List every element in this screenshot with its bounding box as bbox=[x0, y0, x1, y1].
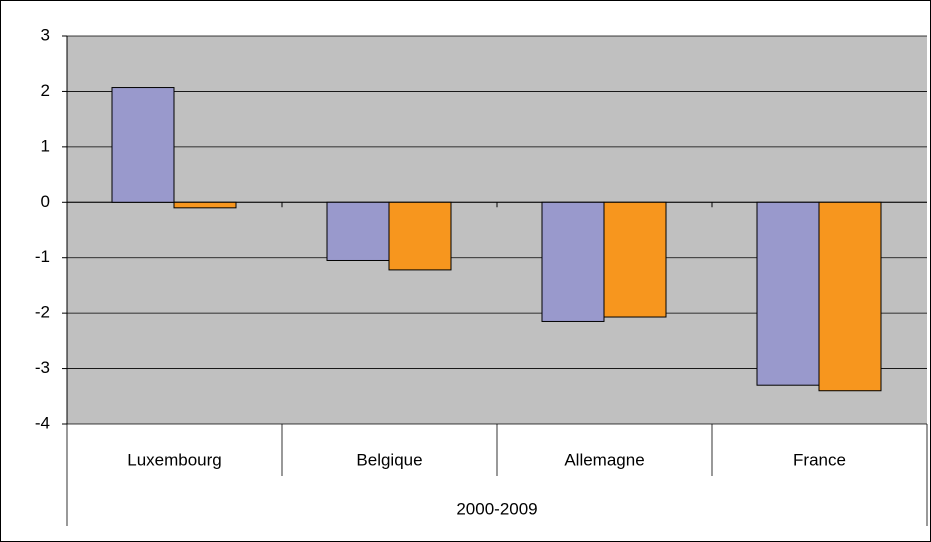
y-tick-label: -3 bbox=[35, 358, 50, 377]
y-tick-label: 3 bbox=[41, 25, 50, 44]
x-tick-label: Belgique bbox=[356, 450, 422, 469]
y-tick-label: 1 bbox=[41, 136, 50, 155]
y-tick-label: 0 bbox=[41, 192, 50, 211]
y-tick-label: -4 bbox=[35, 413, 50, 432]
bar bbox=[818, 201, 882, 392]
bar bbox=[541, 201, 605, 322]
bar bbox=[173, 201, 237, 209]
y-tick-label: 2 bbox=[41, 81, 50, 100]
group-label: 2000-2009 bbox=[456, 499, 537, 518]
bar bbox=[111, 87, 175, 203]
bar bbox=[603, 201, 667, 318]
bar bbox=[326, 201, 390, 261]
y-tick-label: -1 bbox=[35, 247, 50, 266]
y-tick-label: -2 bbox=[35, 303, 50, 322]
bar bbox=[388, 201, 452, 271]
x-tick-label: Luxembourg bbox=[127, 450, 222, 469]
x-tick-label: France bbox=[793, 450, 846, 469]
x-tick-label: Allemagne bbox=[564, 450, 644, 469]
bar bbox=[756, 201, 820, 386]
